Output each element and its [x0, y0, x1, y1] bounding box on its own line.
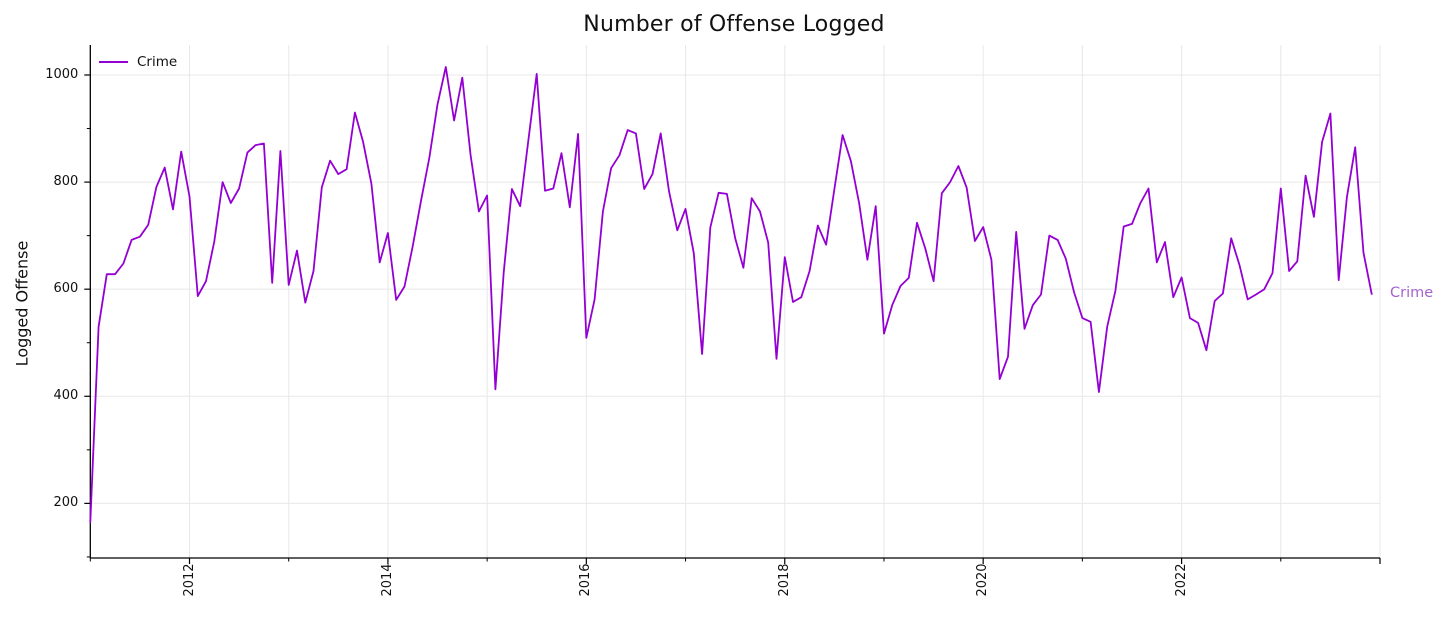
x-tick-label: 2016: [578, 563, 594, 597]
legend-line-swatch: [99, 60, 128, 64]
x-tick-label: 2020: [975, 563, 991, 597]
series-end-label: Crime: [1390, 285, 1434, 301]
x-tick-label: 2018: [776, 563, 792, 597]
chart-title: Number of Offense Logged: [583, 12, 885, 37]
legend-label: Crime: [137, 54, 178, 70]
y-tick-label: 800: [53, 174, 79, 190]
y-tick-label: 200: [53, 495, 79, 511]
x-tick-label: 2022: [1173, 563, 1189, 597]
x-tick-label: 2014: [379, 563, 395, 597]
x-tick-label: 2012: [181, 563, 197, 597]
y-tick-label: 400: [53, 388, 79, 404]
y-axis-label: Logged Offense: [12, 240, 32, 367]
y-tick-label: 600: [53, 281, 79, 297]
y-tick-label: 1000: [45, 66, 79, 82]
legend: Crime: [99, 54, 177, 70]
